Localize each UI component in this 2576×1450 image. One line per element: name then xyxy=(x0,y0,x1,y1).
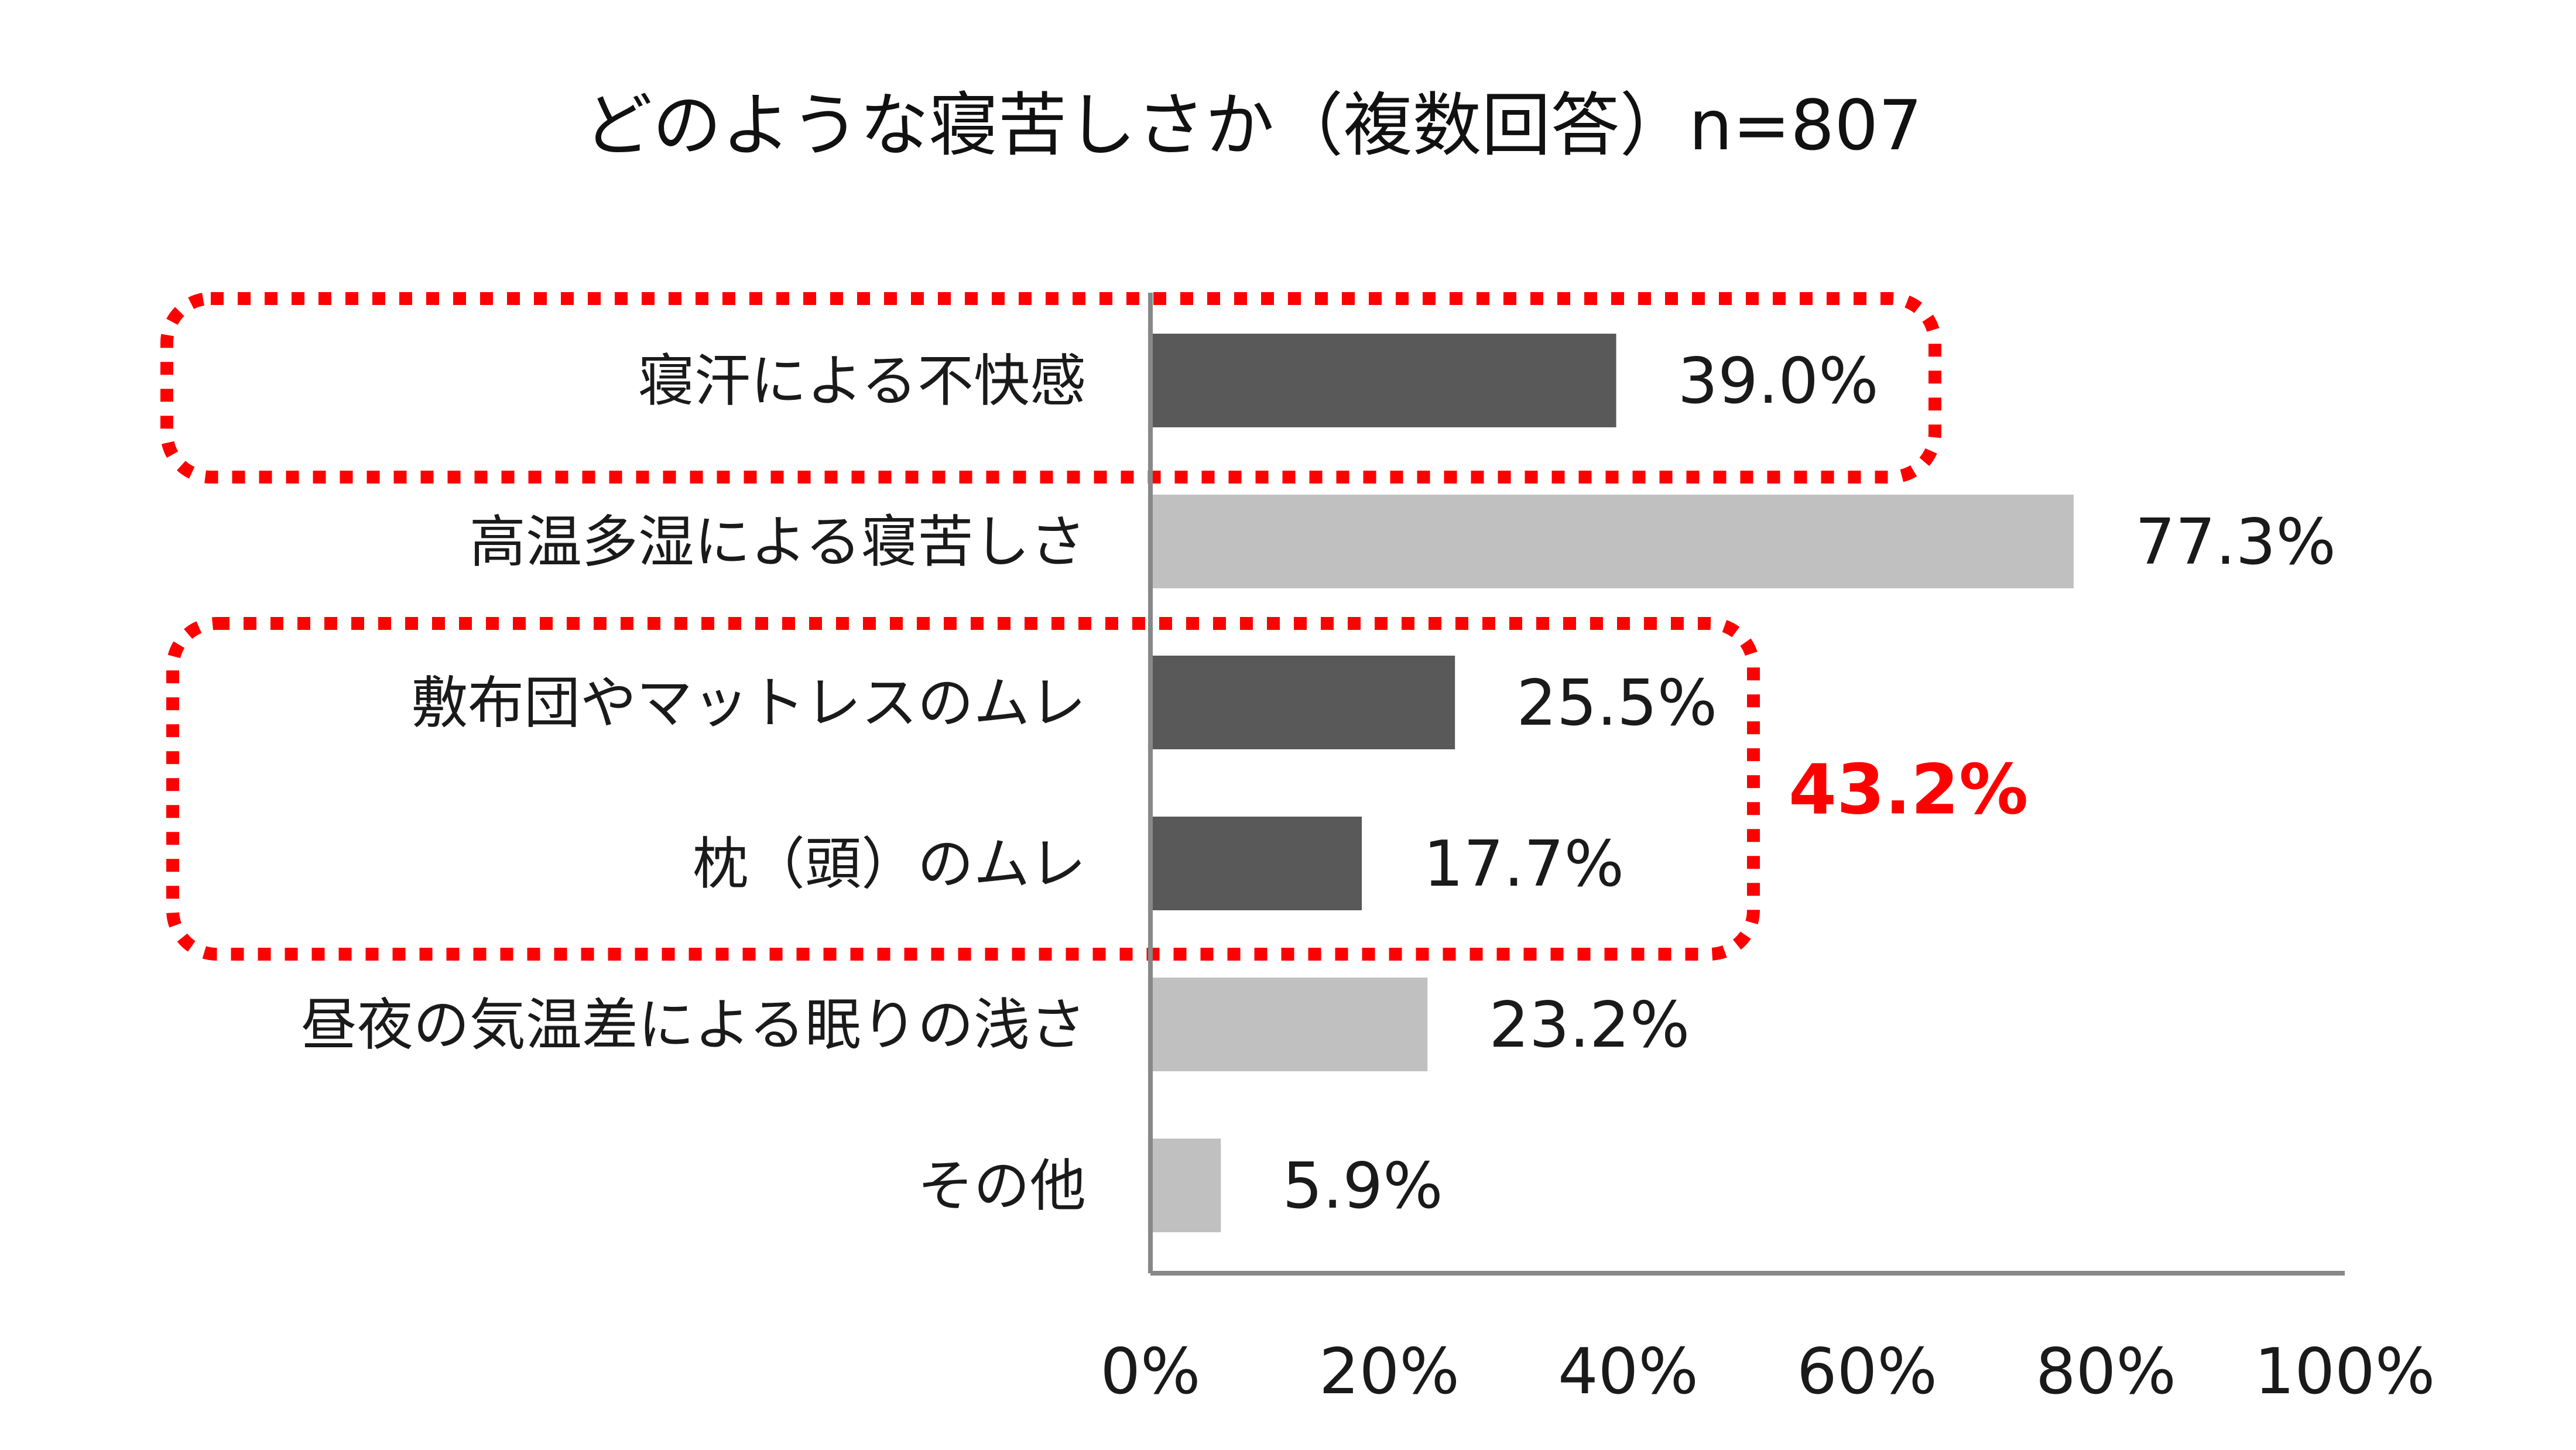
x-tick-label-0: 0% xyxy=(1100,1335,1200,1408)
x-tick-label-1: 20% xyxy=(1319,1335,1460,1408)
value-label-5: 5.9% xyxy=(1282,1150,1443,1223)
category-label-4: 昼夜の気温差による眠りの浅さ xyxy=(301,992,1086,1058)
value-label-4: 23.2% xyxy=(1489,989,1690,1062)
axis-layer: 0% 20% 40% 60% 80% 100% xyxy=(1100,293,2435,1408)
x-tick-label-4: 80% xyxy=(2036,1335,2176,1408)
value-label-1: 77.3% xyxy=(2135,506,2336,579)
value-label-0: 39.0% xyxy=(1678,345,1879,418)
bar-0 xyxy=(1150,334,1616,427)
bar-3 xyxy=(1150,817,1362,910)
category-label-2: 敷布団やマットレスのムレ xyxy=(412,670,1086,736)
category-label-5: その他 xyxy=(917,1153,1086,1219)
x-tick-label-3: 60% xyxy=(1797,1335,1937,1408)
highlight-box-0 xyxy=(160,292,1941,484)
group-total-label: 43.2% xyxy=(1789,749,2028,830)
x-tick-label-2: 40% xyxy=(1558,1335,1698,1408)
bar-4 xyxy=(1150,978,1428,1071)
annotations-layer: 43.2% xyxy=(160,292,2028,961)
category-label-3: 枕（頭）のムレ xyxy=(693,831,1086,897)
x-tick-label-5: 100% xyxy=(2255,1335,2435,1408)
category-label-1: 高温多湿による寝苦しさ xyxy=(470,509,1086,575)
bar-1 xyxy=(1150,495,2074,588)
bars-layer xyxy=(1150,334,2074,1232)
bar-2 xyxy=(1150,656,1455,749)
value-label-2: 25.5% xyxy=(1516,667,1717,740)
chart-title: どのような寝苦しさか（複数回答）n=807 xyxy=(584,85,1923,166)
value-label-3: 17.7% xyxy=(1423,828,1624,901)
labels-layer: 寝汗による不快感 39.0% 高温多湿による寝苦しさ 77.3% 敷布団やマットレスのム… xyxy=(301,345,2336,1223)
highlight-box-1 xyxy=(166,617,1760,961)
category-label-0: 寝汗による不快感 xyxy=(638,348,1086,414)
bar-5 xyxy=(1150,1139,1221,1232)
